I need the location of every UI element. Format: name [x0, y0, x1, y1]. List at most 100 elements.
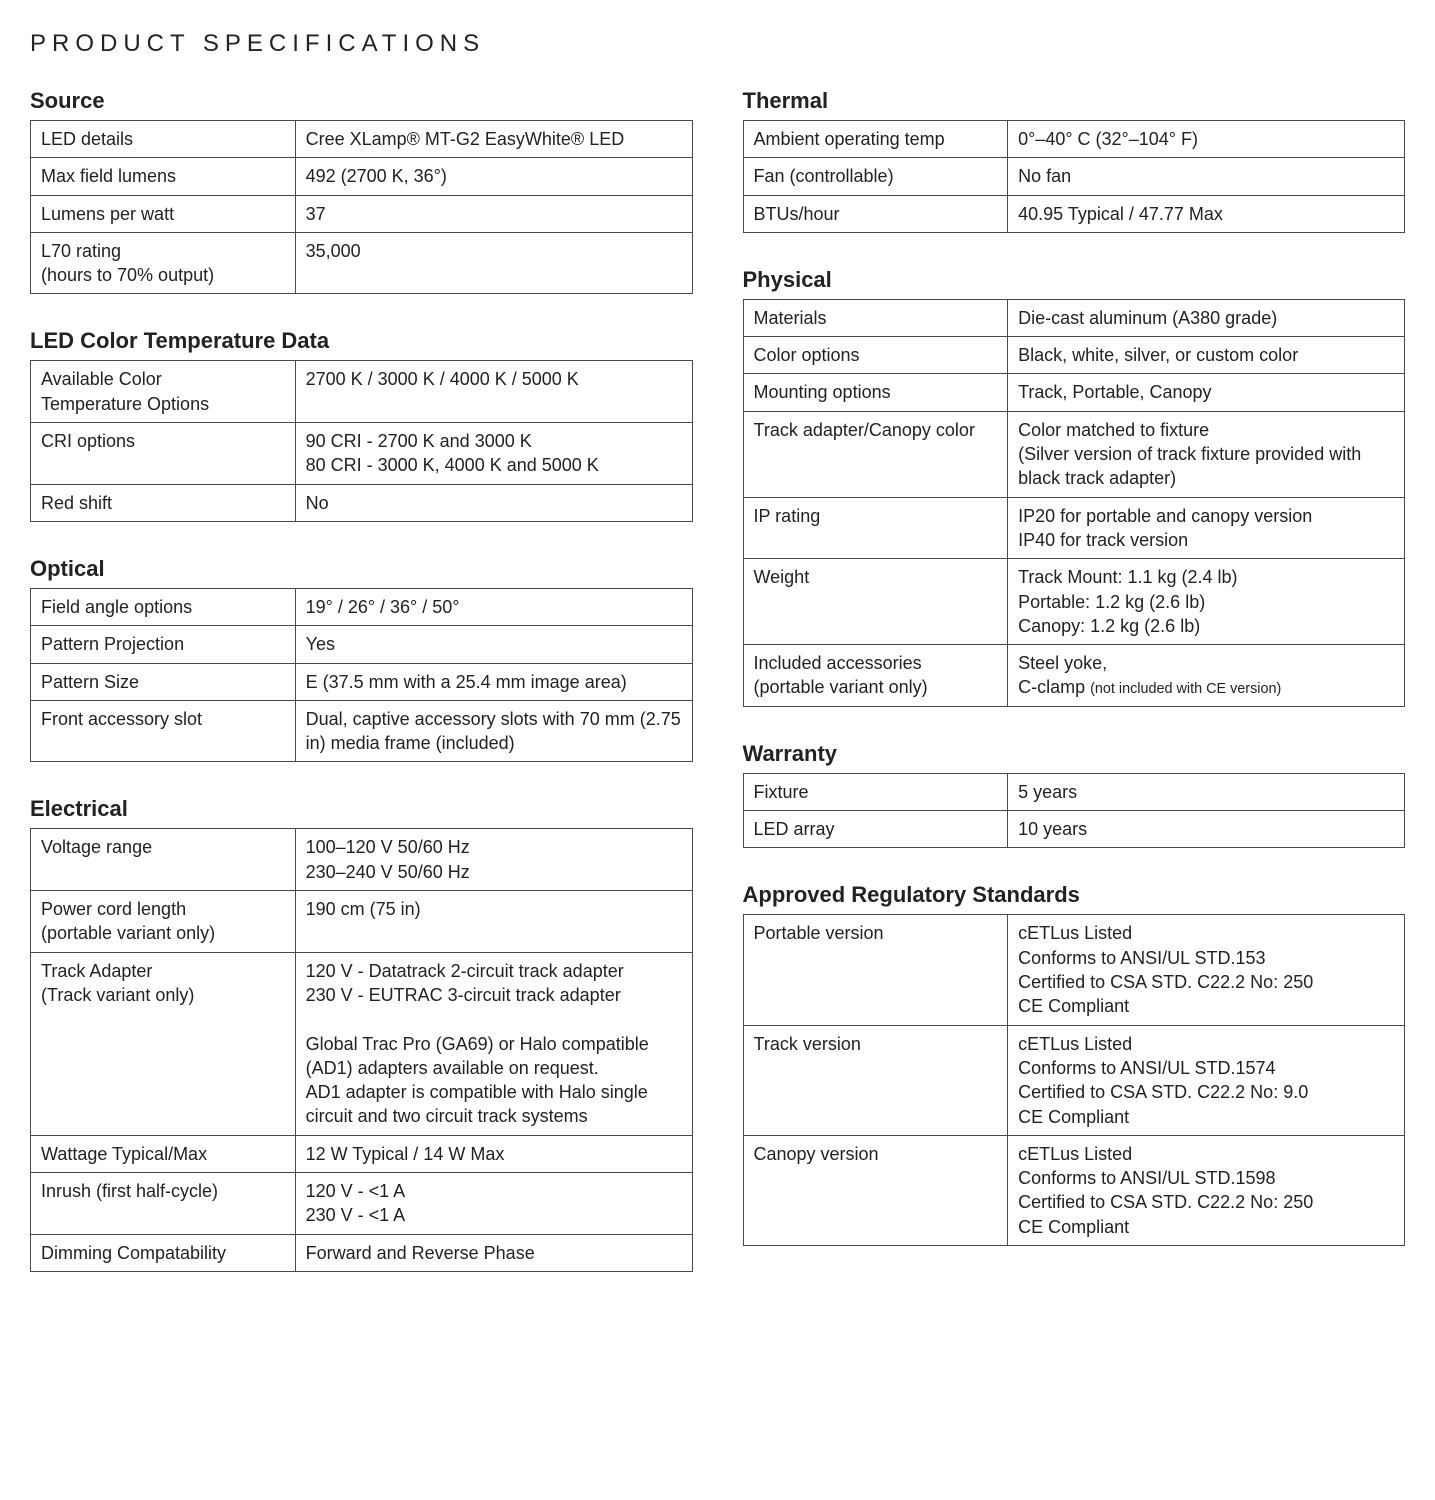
spec-label: Wattage Typical/Max — [31, 1135, 296, 1172]
spec-value: E (37.5 mm with a 25.4 mm image area) — [295, 663, 692, 700]
spec-table: Ambient operating temp0°–40° C (32°–104°… — [743, 120, 1406, 233]
spec-value: 100–120 V 50/60 Hz230–240 V 50/60 Hz — [295, 829, 692, 891]
table-row: LED array10 years — [743, 811, 1405, 848]
spec-value: 19° / 26° / 36° / 50° — [295, 588, 692, 625]
table-row: Track versioncETLus ListedConforms to AN… — [743, 1025, 1405, 1135]
section-source: Source LED detailsCree XLamp® MT-G2 EasyW… — [30, 88, 693, 294]
table-row: Inrush (first half-cycle)120 V - <1 A230… — [31, 1173, 693, 1235]
spec-label: Mounting options — [743, 374, 1008, 411]
table-row: Color optionsBlack, white, silver, or cu… — [743, 337, 1405, 374]
table-row: Dimming CompatabilityForward and Reverse… — [31, 1234, 693, 1271]
spec-table: Available ColorTemperature Options2700 K… — [30, 360, 693, 521]
spec-label: IP rating — [743, 497, 1008, 559]
spec-label: Voltage range — [31, 829, 296, 891]
spec-label: Track adapter/Canopy color — [743, 411, 1008, 497]
spec-value: 120 V - Datatrack 2-circuit track adapte… — [295, 952, 692, 1135]
section-led-color-temperature-data: LED Color Temperature Data Available Colo… — [30, 328, 693, 521]
table-row: BTUs/hour40.95 Typical / 47.77 Max — [743, 195, 1405, 232]
spec-label: Power cord length(portable variant only) — [31, 891, 296, 953]
table-row: Mounting optionsTrack, Portable, Canopy — [743, 374, 1405, 411]
spec-label: Canopy version — [743, 1135, 1008, 1245]
table-row: L70 rating(hours to 70% output)35,000 — [31, 232, 693, 294]
spec-value: Black, white, silver, or custom color — [1008, 337, 1405, 374]
section-optical: Optical Field angle options19° / 26° / 36… — [30, 556, 693, 762]
section-warranty: Warranty Fixture5 yearsLED array10 years — [743, 741, 1406, 849]
spec-label: LED details — [31, 121, 296, 158]
spec-value: Cree XLamp® MT-G2 EasyWhite® LED — [295, 121, 692, 158]
spec-value: 37 — [295, 195, 692, 232]
spec-label: Pattern Projection — [31, 626, 296, 663]
spec-value: Yes — [295, 626, 692, 663]
table-row: Lumens per watt37 — [31, 195, 693, 232]
section-title: Thermal — [743, 88, 1406, 114]
table-row: Red shiftNo — [31, 484, 693, 521]
table-row: Canopy versioncETLus ListedConforms to A… — [743, 1135, 1405, 1245]
table-row: Pattern SizeE (37.5 mm with a 25.4 mm im… — [31, 663, 693, 700]
section-title: Warranty — [743, 741, 1406, 767]
spec-value: Forward and Reverse Phase — [295, 1234, 692, 1271]
table-row: Track adapter/Canopy colorColor matched … — [743, 411, 1405, 497]
section-thermal: Thermal Ambient operating temp0°–40° C (3… — [743, 88, 1406, 233]
table-row: Field angle options19° / 26° / 36° / 50° — [31, 588, 693, 625]
table-row: WeightTrack Mount: 1.1 kg (2.4 lb)Portab… — [743, 559, 1405, 645]
spec-label: Fan (controllable) — [743, 158, 1008, 195]
table-row: Max field lumens492 (2700 K, 36°) — [31, 158, 693, 195]
spec-table: MaterialsDie-cast aluminum (A380 grade)C… — [743, 299, 1406, 707]
section-title: Source — [30, 88, 693, 114]
table-row: Power cord length(portable variant only)… — [31, 891, 693, 953]
spec-label: LED array — [743, 811, 1008, 848]
spec-label: Included accessories(portable variant on… — [743, 645, 1008, 707]
spec-value: cETLus ListedConforms to ANSI/UL STD.159… — [1008, 1135, 1405, 1245]
spec-label: Track Adapter(Track variant only) — [31, 952, 296, 1135]
spec-value: Color matched to fixture(Silver version … — [1008, 411, 1405, 497]
spec-value: 35,000 — [295, 232, 692, 294]
spec-value: 2700 K / 3000 K / 4000 K / 5000 K — [295, 361, 692, 423]
spec-label: Dimming Compatability — [31, 1234, 296, 1271]
spec-label: Red shift — [31, 484, 296, 521]
spec-label: Max field lumens — [31, 158, 296, 195]
spec-value: 90 CRI - 2700 K and 3000 K80 CRI - 3000 … — [295, 423, 692, 485]
spec-table: Field angle options19° / 26° / 36° / 50°… — [30, 588, 693, 762]
spec-table: LED detailsCree XLamp® MT-G2 EasyWhite® … — [30, 120, 693, 294]
table-row: Fixture5 years — [743, 773, 1405, 810]
spec-label: Track version — [743, 1025, 1008, 1135]
spec-value: No fan — [1008, 158, 1405, 195]
table-row: MaterialsDie-cast aluminum (A380 grade) — [743, 299, 1405, 336]
spec-table: Voltage range100–120 V 50/60 Hz230–240 V… — [30, 828, 693, 1271]
spec-value: 10 years — [1008, 811, 1405, 848]
spec-value: cETLus ListedConforms to ANSI/UL STD.153… — [1008, 915, 1405, 1025]
section-physical: Physical MaterialsDie-cast aluminum (A380… — [743, 267, 1406, 707]
spec-value: 12 W Typical / 14 W Max — [295, 1135, 692, 1172]
spec-value: 190 cm (75 in) — [295, 891, 692, 953]
spec-label: Available ColorTemperature Options — [31, 361, 296, 423]
table-row: Available ColorTemperature Options2700 K… — [31, 361, 693, 423]
table-row: Wattage Typical/Max12 W Typical / 14 W M… — [31, 1135, 693, 1172]
table-row: Front accessory slotDual, captive access… — [31, 700, 693, 762]
table-row: Pattern ProjectionYes — [31, 626, 693, 663]
spec-value: IP20 for portable and canopy versionIP40… — [1008, 497, 1405, 559]
table-row: CRI options90 CRI - 2700 K and 3000 K80 … — [31, 423, 693, 485]
columns-wrapper: Source LED detailsCree XLamp® MT-G2 EasyW… — [30, 88, 1405, 1306]
right-column: Thermal Ambient operating temp0°–40° C (3… — [743, 88, 1406, 1306]
section-title: Physical — [743, 267, 1406, 293]
table-row: Portable versioncETLus ListedConforms to… — [743, 915, 1405, 1025]
spec-label: Ambient operating temp — [743, 121, 1008, 158]
section-title: Optical — [30, 556, 693, 582]
spec-label: L70 rating(hours to 70% output) — [31, 232, 296, 294]
section-title: Electrical — [30, 796, 693, 822]
section-approved-regulatory-standards: Approved Regulatory StandardsPortable ve… — [743, 882, 1406, 1246]
section-electrical: Electrical Voltage range100–120 V 50/60 H… — [30, 796, 693, 1271]
spec-value: No — [295, 484, 692, 521]
spec-label: Pattern Size — [31, 663, 296, 700]
spec-value: Die-cast aluminum (A380 grade) — [1008, 299, 1405, 336]
left-column: Source LED detailsCree XLamp® MT-G2 EasyW… — [30, 88, 693, 1306]
section-title: LED Color Temperature Data — [30, 328, 693, 354]
table-row: Voltage range100–120 V 50/60 Hz230–240 V… — [31, 829, 693, 891]
spec-table: Fixture5 yearsLED array10 years — [743, 773, 1406, 849]
spec-value: cETLus ListedConforms to ANSI/UL STD.157… — [1008, 1025, 1405, 1135]
spec-label: Fixture — [743, 773, 1008, 810]
spec-label: Materials — [743, 299, 1008, 336]
page-title: PRODUCT SPECIFICATIONS — [30, 30, 1405, 58]
spec-label: Field angle options — [31, 588, 296, 625]
spec-value: Track, Portable, Canopy — [1008, 374, 1405, 411]
